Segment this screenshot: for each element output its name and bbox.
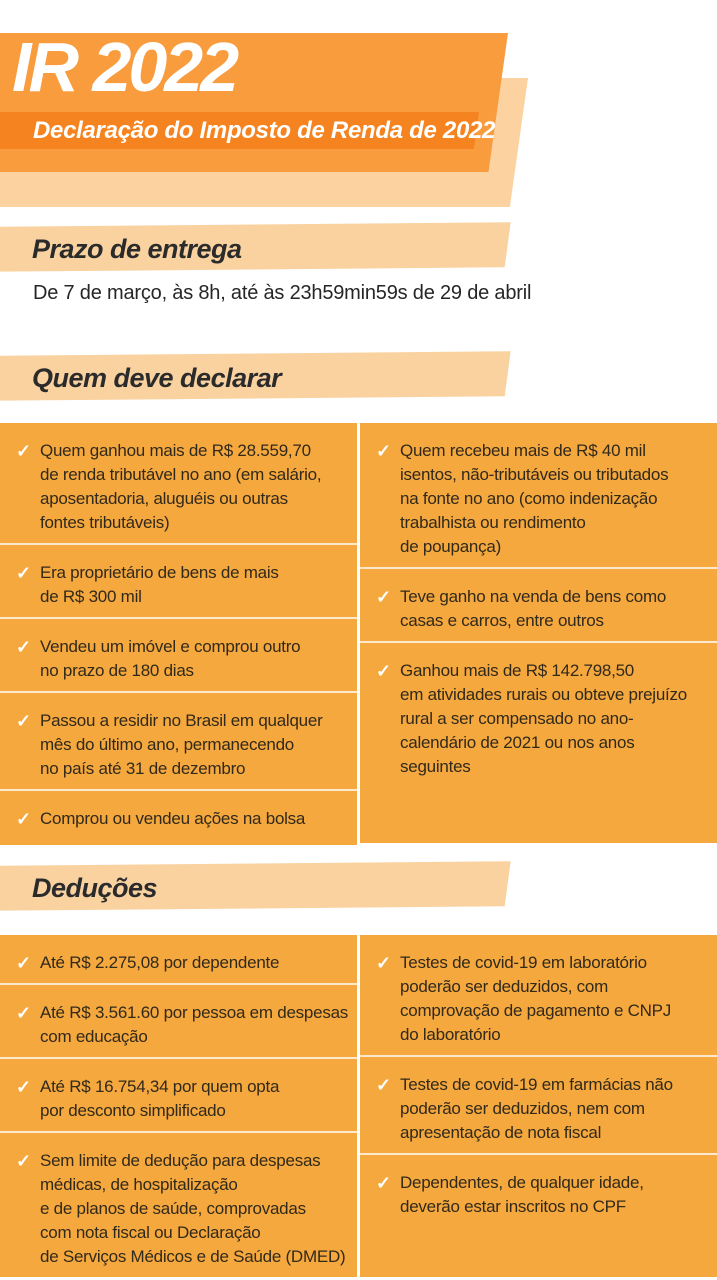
list-item: ✓ Sem limite de dedução para despesas mé… (0, 1131, 357, 1277)
list-item: ✓ Ganhou mais de R$ 142.798,50 em ativid… (360, 641, 717, 787)
list-item: ✓ Testes de covid-19 em farmácias não po… (360, 1055, 717, 1153)
check-icon: ✓ (15, 809, 32, 829)
list-item-text: Dependentes, de qualquer idade, deverão … (400, 1173, 644, 1216)
list-item: ✓ Comprou ou vendeu ações na bolsa (0, 789, 357, 839)
check-icon: ✓ (15, 637, 32, 657)
list-item: ✓ Testes de covid-19 em laboratório pode… (360, 935, 717, 1055)
list-item-text: Testes de covid-19 em farmácias não pode… (400, 1075, 673, 1142)
list-item-text: Sem limite de dedução para despesas médi… (40, 1151, 346, 1266)
check-icon: ✓ (375, 953, 392, 973)
prazo-body-text: De 7 de março, às 8h, até às 23h59min59s… (33, 282, 532, 304)
list-item-text: Testes de covid-19 em laboratório poderã… (400, 953, 672, 1044)
section-title-deducoes: Deduções (32, 873, 158, 903)
deducoes-right-column: ✓ Testes de covid-19 em laboratório pode… (360, 935, 717, 1277)
list-item-text: Era proprietário de bens de mais de R$ 3… (40, 563, 279, 606)
check-icon: ✓ (375, 1075, 392, 1095)
list-item-text: Vendeu um imóvel e comprou outro no praz… (40, 637, 301, 680)
list-item-text: Passou a residir no Brasil em qualquer m… (40, 711, 323, 778)
list-item: ✓ Passou a residir no Brasil em qualquer… (0, 691, 357, 789)
check-icon: ✓ (375, 587, 392, 607)
check-icon: ✓ (15, 441, 32, 461)
check-icon: ✓ (15, 563, 32, 583)
list-item: ✓ Até R$ 16.754,34 por quem opta por des… (0, 1057, 357, 1131)
check-icon: ✓ (15, 1003, 32, 1023)
list-item-text: Até R$ 2.275,08 por dependente (40, 953, 280, 972)
list-item-text: Ganhou mais de R$ 142.798,50 em atividad… (400, 661, 687, 776)
check-icon: ✓ (15, 953, 32, 973)
list-item-text: Quem ganhou mais de R$ 28.559,70 de rend… (40, 441, 322, 532)
list-item: ✓ Quem ganhou mais de R$ 28.559,70 de re… (0, 423, 357, 543)
list-item: ✓ Dependentes, de qualquer idade, deverã… (360, 1153, 717, 1227)
quem-right-column: ✓ Quem recebeu mais de R$ 40 mil isentos… (360, 423, 717, 843)
page-subtitle: Declaração do Imposto de Renda de 2022 (33, 117, 496, 144)
page-title: IR 2022 (12, 28, 239, 106)
list-item: ✓ Até R$ 3.561.60 por pessoa em despesas… (0, 983, 357, 1057)
list-item: ✓ Quem recebeu mais de R$ 40 mil isentos… (360, 423, 717, 567)
list-item-text: Até R$ 3.561.60 por pessoa em despesas c… (40, 1003, 349, 1046)
list-item: ✓ Teve ganho na venda de bens como casas… (360, 567, 717, 641)
check-icon: ✓ (375, 661, 392, 681)
list-item: ✓ Até R$ 2.275,08 por dependente (0, 935, 357, 983)
list-item-text: Teve ganho na venda de bens como casas e… (400, 587, 667, 630)
check-icon: ✓ (375, 1173, 392, 1193)
quem-left-column: ✓ Quem ganhou mais de R$ 28.559,70 de re… (0, 423, 357, 845)
check-icon: ✓ (15, 1151, 32, 1171)
list-item: ✓ Era proprietário de bens de mais de R$… (0, 543, 357, 617)
list-item-text: Até R$ 16.754,34 por quem opta por desco… (40, 1077, 280, 1120)
section-title-quem-deve-declarar: Quem deve declarar (32, 363, 282, 393)
check-icon: ✓ (15, 711, 32, 731)
list-item: ✓ Vendeu um imóvel e comprou outro no pr… (0, 617, 357, 691)
list-item-text: Comprou ou vendeu ações na bolsa (40, 809, 306, 828)
check-icon: ✓ (375, 441, 392, 461)
section-title-prazo: Prazo de entrega (32, 234, 242, 264)
deducoes-left-column: ✓ Até R$ 2.275,08 por dependente ✓ Até R… (0, 935, 357, 1277)
check-icon: ✓ (15, 1077, 32, 1097)
list-item-text: Quem recebeu mais de R$ 40 mil isentos, … (400, 441, 669, 556)
